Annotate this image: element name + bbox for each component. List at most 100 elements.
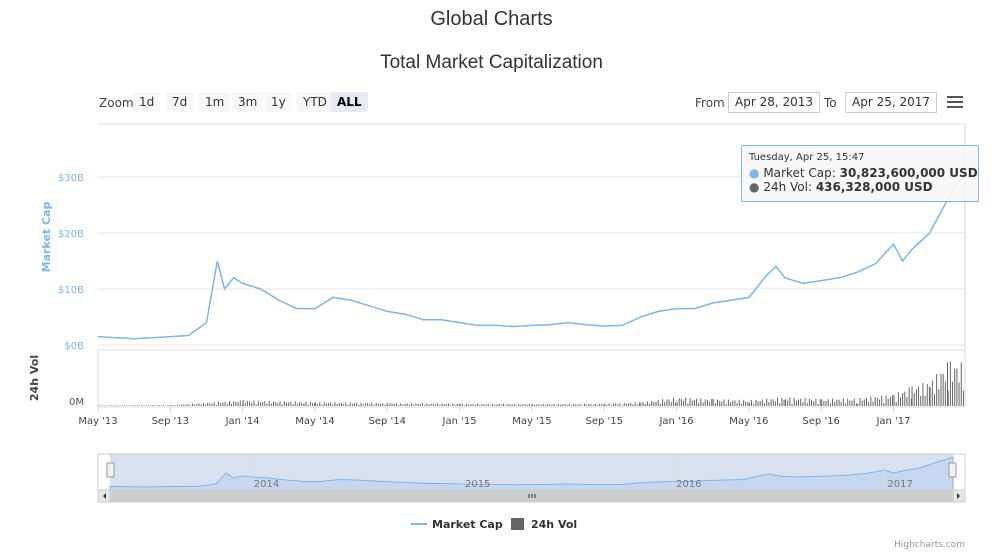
volume-bar xyxy=(570,405,572,406)
volume-bar xyxy=(524,404,526,406)
volume-bar xyxy=(200,404,202,406)
volume-bar xyxy=(610,404,612,406)
volume-bar xyxy=(395,403,397,406)
volume-bar xyxy=(290,401,292,406)
zoom-all-button[interactable]: ALL xyxy=(331,92,368,112)
volume-bar xyxy=(106,405,108,406)
volume-bar xyxy=(505,405,507,406)
volume-bar xyxy=(662,399,664,406)
volume-bar xyxy=(468,404,470,406)
volume-bar xyxy=(615,403,617,406)
volume-bar xyxy=(623,402,625,406)
volume-bar xyxy=(241,404,243,406)
volume-bar xyxy=(866,397,868,406)
volume-bar xyxy=(156,405,158,406)
y-tick-label: $20B xyxy=(58,229,84,240)
volume-bar xyxy=(189,405,191,406)
volume-bar xyxy=(102,405,104,406)
volume-bar xyxy=(691,400,693,406)
y2-tick-label: 0M xyxy=(69,397,84,408)
volume-bar xyxy=(604,403,606,406)
volume-bar xyxy=(198,403,200,406)
navigator-tick-label: 2016 xyxy=(676,479,701,490)
volume-bar xyxy=(727,399,729,406)
zoom-1d-button[interactable]: 1d xyxy=(133,92,161,112)
zoom-1y-button[interactable]: 1y xyxy=(265,92,292,112)
legend-item-24h-vol[interactable]: 24h Vol xyxy=(511,518,577,531)
volume-bar xyxy=(305,401,307,406)
volume-bar xyxy=(922,383,924,406)
volume-bar xyxy=(117,405,119,406)
from-label: From xyxy=(695,96,725,110)
zoom-3m-button[interactable]: 3m xyxy=(232,92,264,112)
volume-bar xyxy=(685,397,687,406)
x-tick-label: Jan '15 xyxy=(442,416,477,427)
volume-bar xyxy=(947,390,949,406)
from-date-input[interactable]: Apr 28, 2013 xyxy=(728,92,821,113)
volume-bar xyxy=(443,404,445,406)
tooltip-vol-value: 436,328,000 USD xyxy=(815,180,933,194)
volume-bar xyxy=(404,403,406,406)
zoom-ytd-button[interactable]: YTD xyxy=(297,92,333,112)
volume-bar xyxy=(672,397,674,406)
volume-bar xyxy=(734,400,736,406)
volume-bar xyxy=(384,404,386,406)
volume-bar xyxy=(753,403,755,406)
volume-bar xyxy=(680,398,682,406)
volume-bar xyxy=(158,405,160,406)
volume-bar xyxy=(904,391,906,406)
volume-bar xyxy=(507,403,509,406)
volume-bar xyxy=(218,401,220,406)
volume-bar xyxy=(141,405,143,406)
volume-bar xyxy=(246,400,248,406)
volume-bar xyxy=(568,403,570,406)
volume-bar xyxy=(649,404,651,406)
volume-bar xyxy=(389,403,391,406)
x-tick-label: May '16 xyxy=(729,416,768,427)
volume-bar xyxy=(387,404,389,406)
volume-bar xyxy=(534,404,536,406)
zoom-1m-button[interactable]: 1m xyxy=(199,92,231,112)
volume-bar xyxy=(668,399,670,406)
navigator-left-handle[interactable] xyxy=(106,462,115,478)
volume-bar xyxy=(791,403,793,406)
volume-bar xyxy=(859,398,861,406)
volume-bar xyxy=(169,405,171,406)
hamburger-icon[interactable] xyxy=(947,96,963,111)
volume-bar xyxy=(700,398,702,406)
volume-bar xyxy=(286,402,288,406)
volume-bar xyxy=(842,398,844,406)
volume-bar xyxy=(751,399,753,406)
volume-bar xyxy=(115,405,117,406)
volume-bar xyxy=(918,386,920,406)
volume-bar xyxy=(196,403,198,406)
volume-bar xyxy=(651,400,653,406)
volume-bar xyxy=(360,402,362,406)
volume-bar xyxy=(323,402,325,406)
volume-bar xyxy=(470,404,472,406)
volume-bar xyxy=(292,404,294,406)
volume-bar xyxy=(522,404,524,406)
volume-bar xyxy=(220,403,222,406)
volume-bar xyxy=(781,397,783,406)
legend-item-market-cap[interactable]: Market Cap xyxy=(411,518,503,531)
navigator-right-handle[interactable] xyxy=(948,462,957,478)
zoom-label: Zoom xyxy=(99,96,134,110)
volume-bar xyxy=(181,404,183,406)
volume-bar xyxy=(676,401,678,406)
to-date-input[interactable]: Apr 25, 2017 xyxy=(845,92,938,113)
volume-bar xyxy=(887,398,889,406)
volume-bar xyxy=(281,404,283,406)
volume-bar xyxy=(764,403,766,406)
volume-bar xyxy=(362,404,364,406)
volume-bar xyxy=(183,404,185,406)
credits-link[interactable]: Highcharts.com xyxy=(894,540,965,550)
volume-bar xyxy=(698,402,700,406)
volume-bar xyxy=(743,400,745,406)
volume-bar xyxy=(838,399,840,406)
volume-bar xyxy=(717,399,719,406)
zoom-7d-button[interactable]: 7d xyxy=(166,92,194,112)
volume-bar xyxy=(902,392,904,406)
volume-bar xyxy=(657,399,659,406)
